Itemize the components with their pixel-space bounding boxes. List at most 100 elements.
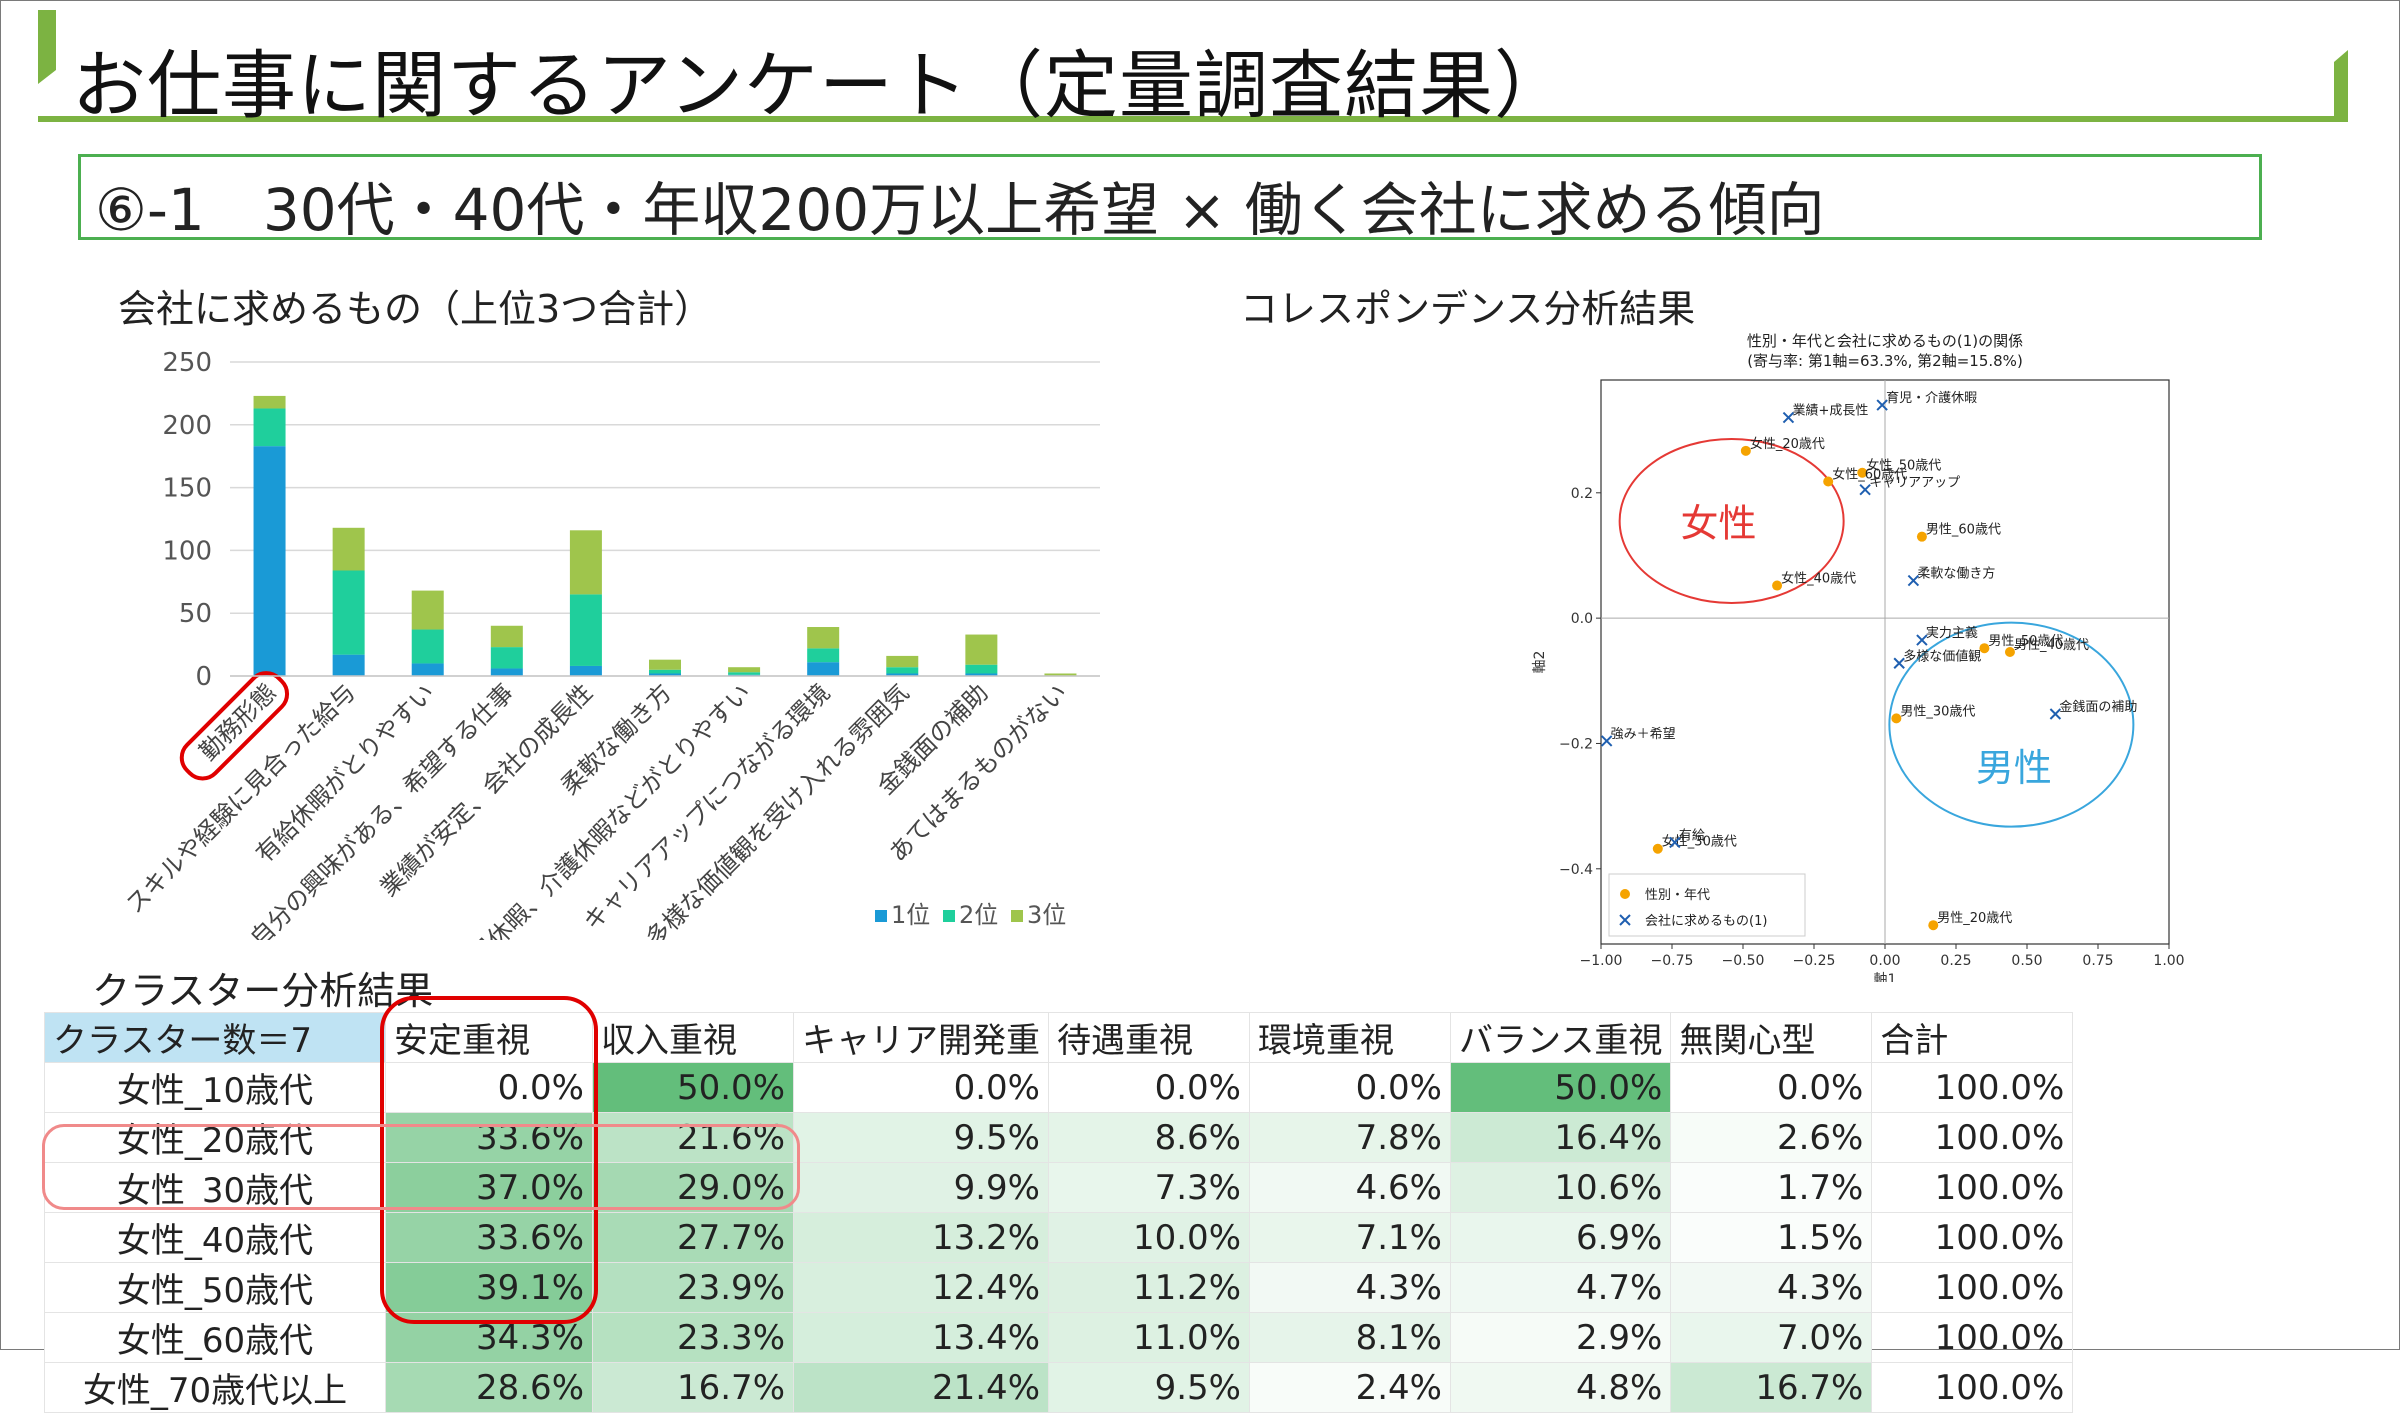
ca-section-title: コレスポンデンス分析結果 — [1240, 287, 1696, 331]
title-area: お仕事に関するアンケート（定量調査結果） — [38, 10, 2348, 129]
table-cell: 4.8% — [1449, 1362, 1672, 1413]
row-label: 女性_70歳代以上 — [44, 1362, 386, 1413]
cluster-table-header: クラスター数＝7 安定重視 収入重視 キャリア開発重 待遇重視 環境重視 バランス重視 無関心… — [44, 1012, 2074, 1063]
bar-segment — [965, 664, 998, 674]
ca-point-label: 柔軟な働き方 — [1917, 566, 1995, 582]
subtitle: ⑥-1 30代・40代・年収200万以上希望 × 働く会社に求める傾向 — [95, 176, 1825, 244]
table-cell: 13.2% — [793, 1212, 1049, 1263]
highlight-stable-column — [380, 996, 598, 1324]
bar-segment — [569, 530, 602, 595]
table-cell: 16.4% — [1449, 1112, 1672, 1163]
table-cell: 13.4% — [793, 1312, 1049, 1363]
ca-point-age — [1928, 920, 1939, 931]
bar-segment — [728, 667, 761, 673]
table-cell: 100.0% — [1871, 1212, 2074, 1263]
bar-segment — [253, 408, 286, 447]
table-cell: 100.0% — [1871, 1162, 2074, 1213]
table-cell: 21.4% — [793, 1362, 1049, 1413]
y-tick-label: 250 — [162, 348, 212, 378]
ca-point-label: 実力主義 — [1926, 625, 1978, 641]
ca-point-age — [1979, 643, 1990, 654]
bar-segment — [807, 648, 840, 663]
y-tick-label: 100 — [162, 536, 212, 566]
ca-point-age — [1891, 713, 1902, 724]
table-cell: 6.9% — [1449, 1212, 1672, 1263]
table-cell: 10.6% — [1449, 1162, 1672, 1213]
column-header: 環境重視 — [1249, 1012, 1451, 1063]
ca-point-label: 男性_40歳代 — [2014, 638, 2089, 653]
x-tick-label: 1.00 — [2153, 953, 2184, 969]
table-cell: 2.4% — [1249, 1362, 1451, 1413]
table-cell: 29.0% — [592, 1162, 794, 1213]
x-tick-label: 0.25 — [1940, 953, 1971, 969]
x-tick-label: −0.75 — [1651, 953, 1694, 969]
table-cell: 16.7% — [592, 1362, 794, 1413]
table-cell: 9.9% — [793, 1162, 1049, 1213]
y-tick-label: 150 — [162, 474, 212, 504]
legend-swatch — [943, 910, 955, 922]
ca-point-label: 男性_50歳代 — [1988, 634, 2063, 649]
ca-point-label: キャリアアップ — [1869, 476, 1960, 491]
ca-point-need — [1916, 634, 1928, 646]
x-tick-label: −0.25 — [1793, 953, 1836, 969]
ca-point-need — [1669, 836, 1681, 849]
row-label: 女性_60歳代 — [44, 1312, 386, 1363]
table-cell: 9.5% — [1048, 1362, 1250, 1413]
table-row: 女性_50歳代 39.1% 23.9% 12.4% 11.2% 4.3% 4.7% 4.3% 1… — [44, 1262, 2074, 1313]
table-cell: 11.2% — [1048, 1262, 1250, 1313]
table-cell: 7.3% — [1048, 1162, 1250, 1213]
bar-segment — [569, 594, 602, 666]
table-cell: 7.0% — [1670, 1312, 1873, 1363]
table-cell: 4.6% — [1249, 1162, 1451, 1213]
table-cell: 0.0% — [1249, 1062, 1451, 1113]
legend-label: 3位 — [1027, 901, 1066, 929]
ca-legend-marker — [1620, 889, 1630, 899]
ca-point-label: 女性_50歳代 — [1866, 458, 1941, 474]
bar-segment — [649, 673, 681, 676]
ca-legend-label: 性別・年代 — [1645, 888, 1710, 903]
bar-segment — [411, 590, 444, 630]
table-cell: 1.5% — [1670, 1212, 1873, 1263]
x-tick-label: 0.75 — [2082, 953, 2113, 969]
y-tick-label: −0.2 — [1559, 736, 1593, 752]
page-title: お仕事に関するアンケート（定量調査結果） — [72, 43, 1570, 129]
ca-point-label: 女性_20歳代 — [1750, 436, 1825, 452]
table-row: 女性_20歳代 33.6% 21.6% 9.5% 8.6% 7.8% 16.4% 2.6% 10… — [44, 1112, 2074, 1163]
ca-subtitle: (寄与率: 第1軸=63.3%, 第2軸=15.8%) — [1747, 352, 2023, 370]
column-header: 安定重視 — [385, 1012, 593, 1063]
ca-point-label: 金銭面の補助 — [2059, 699, 2137, 715]
bar-segment — [569, 665, 602, 676]
column-header: 無関心型 — [1670, 1012, 1873, 1063]
legend-swatch — [1011, 910, 1023, 922]
table-cell: 37.0% — [385, 1162, 593, 1213]
table-cell: 0.0% — [1048, 1062, 1250, 1113]
table-cell: 50.0% — [592, 1062, 794, 1113]
table-cell: 2.6% — [1670, 1112, 1873, 1163]
ca-point-need — [1893, 657, 1905, 669]
y-tick-label: −0.4 — [1559, 862, 1593, 878]
bar-segment — [965, 673, 998, 676]
table-cell: 1.7% — [1670, 1162, 1873, 1213]
table-cell: 10.0% — [1048, 1212, 1250, 1263]
y-tick-label: 200 — [162, 411, 212, 441]
legend-label: 1位 — [891, 901, 930, 929]
table-cell: 21.6% — [592, 1112, 794, 1163]
bar-segment — [886, 673, 919, 676]
bar-segment — [649, 659, 681, 670]
table-cell: 8.6% — [1048, 1112, 1250, 1163]
female-annotation: 女性 — [1681, 502, 1757, 546]
table-cell: 4.7% — [1449, 1262, 1672, 1313]
table-cell: 28.6% — [385, 1362, 593, 1413]
table-cell: 33.6% — [385, 1212, 593, 1263]
table-cell: 11.0% — [1048, 1312, 1250, 1363]
table-cell: 4.3% — [1249, 1262, 1451, 1313]
cluster-table: クラスター数＝7 安定重視 収入重視 キャリア開発重 待遇重視 環境重視 バランス重視 無関心… — [44, 1012, 2074, 1413]
ca-point-need — [2049, 708, 2062, 720]
bar-segment — [332, 527, 365, 571]
table-cell: 4.3% — [1670, 1262, 1873, 1313]
x-tick-label: −0.50 — [1722, 953, 1765, 969]
ca-point-label: 強み＋希望 — [1611, 726, 1676, 742]
male-ellipse — [1888, 621, 2135, 828]
legend-swatch — [875, 910, 887, 922]
row-label: 女性_40歳代 — [44, 1212, 386, 1263]
